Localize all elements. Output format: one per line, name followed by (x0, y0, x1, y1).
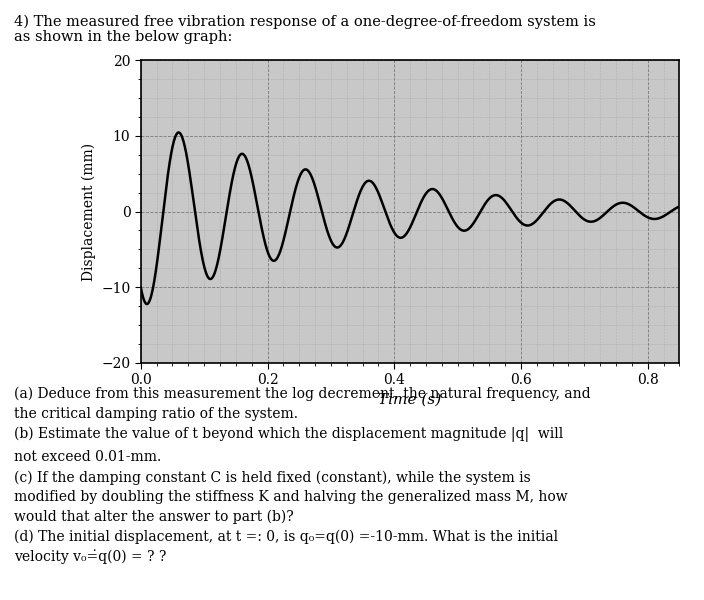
Text: (c) If the damping constant C is held fixed (constant), while the system is: (c) If the damping constant C is held fi… (14, 470, 531, 485)
Text: (d) The initial displacement, at t =: 0, is q₀=q(0) =-10-mm. What is the initial: (d) The initial displacement, at t =: 0,… (14, 530, 558, 544)
Text: modified by doubling the stiffness K and halving the generalized mass M, how: modified by doubling the stiffness K and… (14, 490, 567, 504)
Text: would that alter the answer to part (b)?: would that alter the answer to part (b)? (14, 510, 294, 524)
Text: (a) Deduce from this measurement the log decrement, the natural frequency, and: (a) Deduce from this measurement the log… (14, 387, 591, 401)
X-axis label: Time (s): Time (s) (379, 393, 441, 407)
Y-axis label: Displacement (mm): Displacement (mm) (81, 142, 96, 281)
Text: the critical damping ratio of the system.: the critical damping ratio of the system… (14, 407, 298, 421)
Text: not exceed 0.01-mm.: not exceed 0.01-mm. (14, 451, 161, 464)
Text: 4) The measured free vibration response of a one-degree-of-freedom system is: 4) The measured free vibration response … (14, 15, 596, 29)
Text: velocity v₀=̇q(0) = ? ?: velocity v₀=̇q(0) = ? ? (14, 550, 166, 564)
Text: (b) Estimate the value of t beyond which the displacement magnitude |q|  will: (b) Estimate the value of t beyond which… (14, 427, 563, 442)
Text: as shown in the below graph:: as shown in the below graph: (14, 30, 232, 44)
